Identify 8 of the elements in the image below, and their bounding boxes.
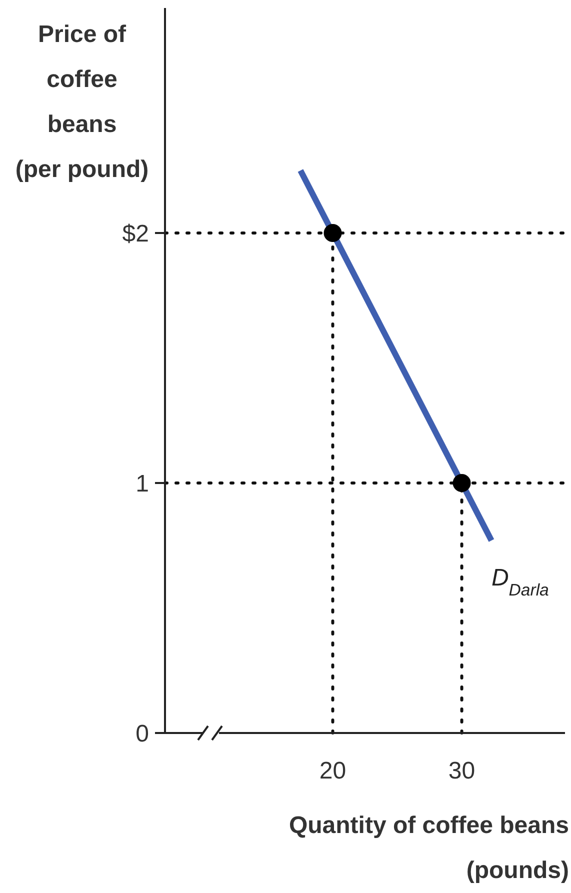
y-axis-title: Price of coffee beans (per pound) [15, 21, 149, 183]
x-tick-label: 20 [319, 757, 346, 784]
x-axis-title: Quantity of coffee beans (pounds) [288, 812, 569, 884]
y-tick-label: 1 [136, 470, 149, 498]
y-tick-label: 0 [136, 720, 149, 748]
x-tick-label: 30 [448, 757, 476, 784]
y-tick-label: $2 [122, 220, 149, 248]
series-label: D$_{Darla}$ [491, 564, 549, 599]
